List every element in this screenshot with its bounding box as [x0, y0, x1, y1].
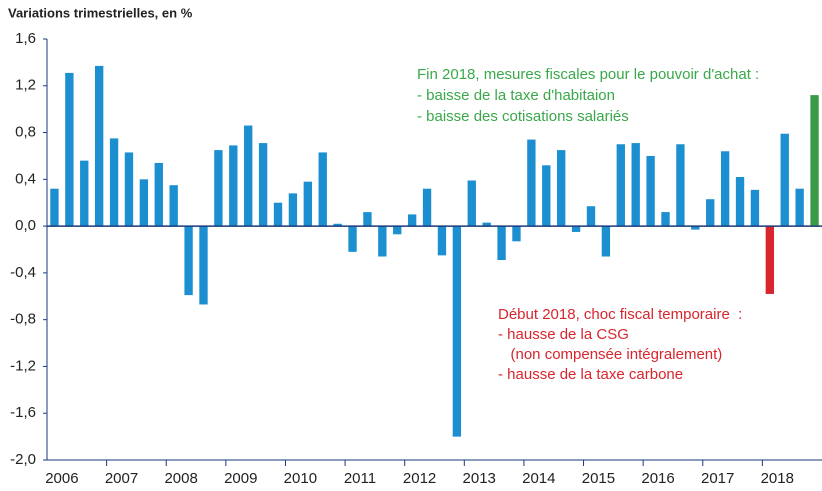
bar: [661, 212, 670, 227]
annotation: - hausse de la taxe carbone: [498, 366, 683, 383]
bar: [720, 151, 730, 227]
bar: [527, 139, 536, 227]
annotation: - hausse de la CSG: [498, 326, 629, 343]
bar: [542, 165, 551, 227]
bar: [706, 199, 715, 227]
bar: [437, 226, 447, 256]
annotation: - baisse de la taxe d'habitaion: [417, 87, 615, 104]
y-tick-label: 1,2: [15, 77, 36, 94]
bar: [407, 214, 417, 227]
y-tick-label: -1,6: [10, 404, 36, 421]
bar: [482, 222, 491, 227]
bar: [691, 226, 700, 230]
bar: [571, 226, 581, 232]
bar: [244, 125, 253, 227]
bar: [333, 223, 342, 227]
annotation: (non compensée intégralement): [498, 346, 722, 363]
bar: [214, 150, 223, 227]
x-tick-label: 2007: [105, 470, 138, 487]
x-tick-label: 2013: [463, 470, 496, 487]
bar: [139, 179, 149, 227]
bar: [109, 138, 119, 227]
bar: [288, 193, 298, 227]
y-tick-label: -2,0: [10, 451, 36, 468]
x-tick-label: 2012: [403, 470, 436, 487]
bar: [154, 162, 163, 227]
x-tick-label: 2016: [641, 470, 674, 487]
bar: [422, 188, 432, 227]
bar: [169, 185, 178, 227]
bar: [124, 152, 134, 227]
bar: [348, 226, 357, 252]
x-tick-label: 2014: [522, 470, 555, 487]
x-tick-label: 2006: [45, 470, 78, 487]
bar: [184, 226, 193, 296]
chart-title: Variations trimestrielles, en %: [8, 5, 193, 20]
x-tick-label: 2018: [761, 470, 794, 487]
bar: [676, 144, 685, 227]
y-tick-label: -0,4: [10, 264, 36, 281]
bar: [765, 226, 775, 294]
bar: [810, 95, 819, 227]
y-tick-label: -1,2: [10, 357, 36, 374]
x-tick-label: 2010: [284, 470, 317, 487]
bar: [616, 144, 625, 227]
x-tick-label: 2008: [164, 470, 197, 487]
bar: [780, 133, 789, 227]
bar: [452, 226, 462, 437]
y-tick-label: -0,8: [10, 311, 36, 328]
y-tick-label: 0,0: [15, 217, 36, 234]
bar: [393, 226, 402, 235]
bar: [303, 181, 312, 227]
annotation: Fin 2018, mesures fiscales pour le pouvo…: [417, 66, 759, 83]
bar: [631, 143, 640, 227]
y-tick-label: 0,8: [15, 124, 36, 141]
x-tick-label: 2017: [701, 470, 734, 487]
bar: [601, 226, 611, 257]
y-tick-label: 1,6: [15, 30, 36, 47]
bar: [735, 176, 745, 227]
bar: [199, 226, 208, 305]
y-tick-label: 0,4: [15, 170, 36, 187]
bar: [795, 188, 804, 227]
bar: [229, 145, 238, 227]
x-tick-label: 2011: [344, 470, 376, 487]
bar: [363, 212, 372, 227]
annotation: Début 2018, choc fiscal temporaire :: [498, 306, 742, 323]
bar: [50, 188, 59, 227]
bar: [646, 155, 655, 227]
x-tick-label: 2009: [224, 470, 257, 487]
bar: [273, 202, 283, 227]
bar: [497, 226, 506, 261]
annotation: - baisse des cotisations salariés: [417, 108, 629, 125]
bar: [94, 65, 104, 227]
bar: [512, 226, 521, 242]
bar: [586, 206, 596, 227]
bar: [557, 150, 566, 227]
bar: [378, 226, 387, 257]
bar: [750, 189, 760, 227]
x-tick-label: 2015: [582, 470, 615, 487]
bar: [65, 72, 74, 227]
bar: [318, 152, 327, 227]
bar: [80, 160, 89, 227]
bar: [467, 180, 476, 227]
bar: [258, 143, 268, 227]
